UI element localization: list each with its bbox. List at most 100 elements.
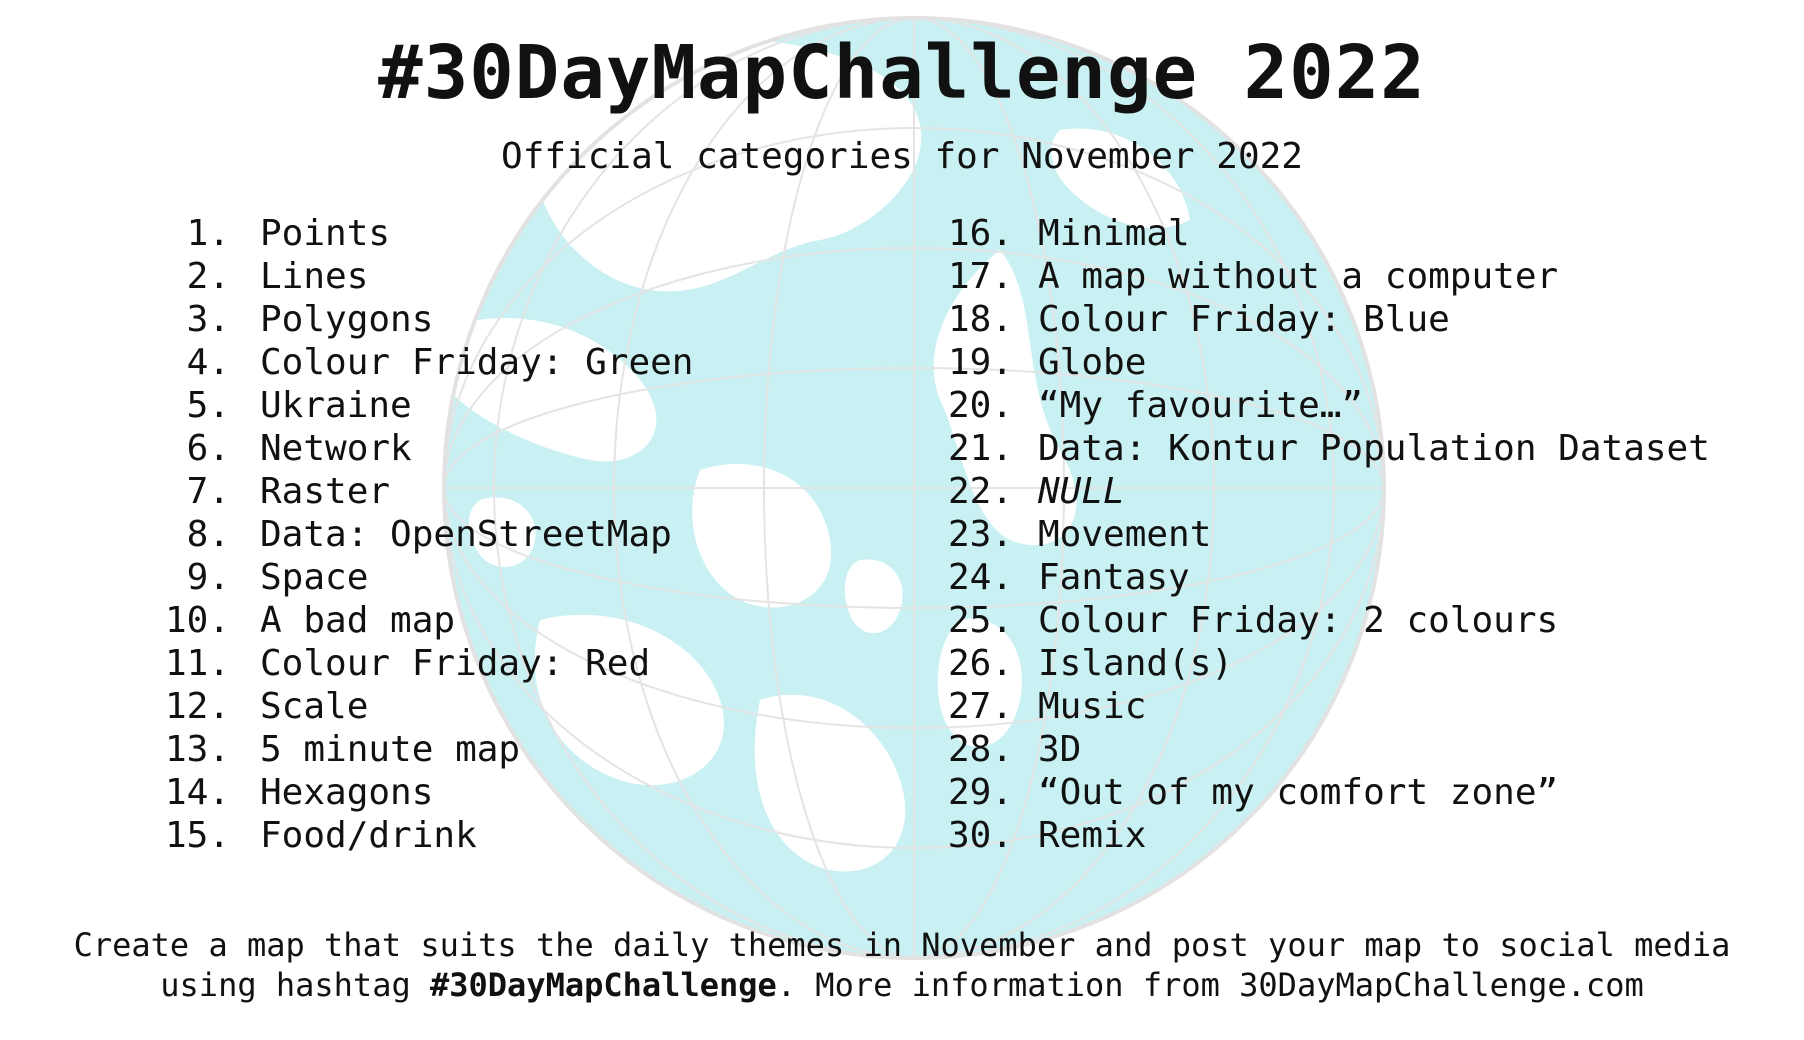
item-label: Lines: [260, 256, 369, 297]
item-number: 3.: [186, 299, 230, 340]
item-label: A bad map: [260, 600, 456, 641]
item-label: 5 minute map: [260, 729, 521, 770]
item-number: 15.: [164, 815, 230, 856]
category-list-left: 1. Points 2. Lines 3. Polygons 4. Colour Fri…: [155, 212, 694, 857]
page-title: #30DayMapChallenge 2022: [378, 30, 1426, 116]
item-number: 11.: [164, 643, 230, 684]
item-number: 21.: [948, 428, 1014, 469]
item-label: Food/drink: [260, 815, 477, 856]
list-item: 7. Raster: [155, 470, 693, 513]
list-item: 2. Lines: [155, 255, 693, 298]
list-item: 9. Space: [155, 556, 693, 599]
list-item: 8. Data: OpenStreetMap: [155, 513, 693, 556]
item-label: Colour Friday: 2 colours: [1038, 600, 1559, 641]
list-item: 6. Network: [155, 427, 693, 470]
item-number: 30.: [948, 815, 1014, 856]
item-number: 29.: [948, 772, 1014, 813]
list-item: 16. Minimal: [948, 212, 1710, 255]
footer-line-1: Create a map that suits the daily themes…: [73, 926, 1731, 964]
list-item: 24. Fantasy: [948, 556, 1710, 599]
item-number: 16.: [948, 213, 1014, 254]
item-label: A map without a computer: [1038, 256, 1559, 297]
footer-text-before: using hashtag: [160, 966, 430, 1004]
item-label: Hexagons: [260, 772, 434, 813]
item-label: Globe: [1038, 342, 1147, 383]
item-number: 9.: [186, 557, 230, 598]
item-number: 18.: [948, 299, 1014, 340]
category-list-right: 16. Minimal 17. A map without a computer 1…: [948, 212, 1710, 857]
item-label: Movement: [1038, 514, 1212, 555]
item-number: 8.: [186, 514, 230, 555]
item-label: Music: [1038, 686, 1147, 727]
item-number: 2.: [186, 256, 230, 297]
item-label: Space: [260, 557, 369, 598]
item-label: 3D: [1038, 729, 1082, 770]
item-number: 28.: [948, 729, 1014, 770]
item-number: 19.: [948, 342, 1014, 383]
item-label: Points: [260, 213, 391, 254]
list-item: 12. Scale: [155, 685, 693, 728]
item-number: 5.: [186, 385, 230, 426]
item-label: “Out of my comfort zone”: [1038, 772, 1559, 813]
list-item: 29. “Out of my comfort zone”: [948, 771, 1710, 814]
list-item: 17. A map without a computer: [948, 255, 1710, 298]
item-number: 12.: [164, 686, 230, 727]
globe-graticule: [444, 18, 1384, 958]
item-label: Colour Friday: Blue: [1038, 299, 1450, 340]
item-label: Island(s): [1038, 643, 1234, 684]
item-number: 20.: [948, 385, 1014, 426]
footer-line-2: using hashtag #30DayMapChallenge. More i…: [0, 965, 1804, 1005]
item-label: Raster: [260, 471, 391, 512]
page-subtitle: Official categories for November 2022: [501, 136, 1303, 177]
item-label: Data: OpenStreetMap: [260, 514, 672, 555]
item-label: Scale: [260, 686, 369, 727]
list-item: 13. 5 minute map: [155, 728, 693, 771]
footer-hashtag: #30DayMapChallenge: [429, 966, 777, 1004]
item-number: 23.: [948, 514, 1014, 555]
item-label: Fantasy: [1038, 557, 1190, 598]
footer-text: Create a map that suits the daily themes…: [0, 925, 1804, 1005]
list-item: 14. Hexagons: [155, 771, 693, 814]
list-item: 18. Colour Friday: Blue: [948, 298, 1710, 341]
item-label: “My favourite…”: [1038, 385, 1364, 426]
item-number: 24.: [948, 557, 1014, 598]
item-number: 25.: [948, 600, 1014, 641]
list-item: 20. “My favourite…”: [948, 384, 1710, 427]
item-number: 1.: [186, 213, 230, 254]
item-number: 27.: [948, 686, 1014, 727]
item-label: Remix: [1038, 815, 1147, 856]
list-item: 4. Colour Friday: Green: [155, 341, 694, 384]
item-label: Ukraine: [260, 385, 412, 426]
footer-text-after: . More information from 30DayMapChalleng…: [776, 966, 1644, 1004]
list-item: 23. Movement: [948, 513, 1710, 556]
item-label: NULL: [1038, 471, 1125, 512]
globe-outline: [442, 16, 1386, 960]
item-number: 14.: [164, 772, 230, 813]
item-number: 4.: [186, 342, 230, 383]
item-label: Network: [260, 428, 412, 469]
list-item: 19. Globe: [948, 341, 1710, 384]
list-item: 25. Colour Friday: 2 colours: [948, 599, 1710, 642]
list-item: 15. Food/drink: [155, 814, 693, 857]
list-item: 10. A bad map: [155, 599, 693, 642]
item-number: 10.: [164, 600, 230, 641]
item-label: Data: Kontur Population Dataset: [1038, 428, 1710, 469]
list-item: 11. Colour Friday: Red: [155, 642, 693, 685]
list-item: 27. Music: [948, 685, 1710, 728]
item-label: Minimal: [1038, 213, 1190, 254]
item-number: 17.: [948, 256, 1014, 297]
list-item: 28. 3D: [948, 728, 1710, 771]
list-item: 5. Ukraine: [155, 384, 693, 427]
list-item: 21. Data: Kontur Population Dataset: [948, 427, 1710, 470]
item-label: Colour Friday: Green: [260, 342, 694, 383]
list-item: 3. Polygons: [155, 298, 693, 341]
item-number: 6.: [186, 428, 230, 469]
item-number: 13.: [164, 729, 230, 770]
list-item: 26. Island(s): [948, 642, 1710, 685]
item-number: 7.: [186, 471, 230, 512]
list-item: 22. NULL: [948, 470, 1710, 513]
item-label: Polygons: [260, 299, 434, 340]
list-item: 30. Remix: [948, 814, 1710, 857]
list-item: 1. Points: [155, 212, 693, 255]
item-number: 26.: [948, 643, 1014, 684]
